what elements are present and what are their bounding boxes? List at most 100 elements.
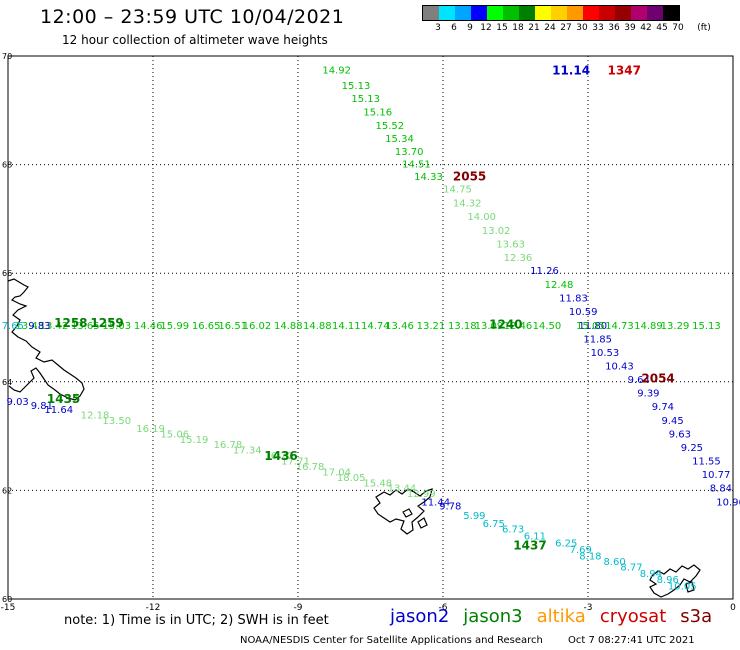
lat-tick-label: 66 bbox=[2, 269, 12, 278]
swh-value-label: 6.25 bbox=[555, 539, 577, 550]
legend-swatch bbox=[471, 6, 487, 20]
swh-value-label: 15.13 bbox=[351, 94, 380, 105]
swh-value-label: 17.34 bbox=[233, 446, 262, 457]
swh-value-label: 11.80 bbox=[579, 321, 608, 332]
swh-value-label: 14.11 bbox=[332, 321, 361, 332]
swh-value-label: 14.89 bbox=[634, 321, 663, 332]
swh-value-label: 15.03 bbox=[102, 321, 131, 332]
swh-value-label: 13.65 bbox=[71, 321, 100, 332]
swh-value-label: 11.83 bbox=[559, 294, 588, 305]
swh-value-label: 15.06 bbox=[160, 429, 189, 440]
swh-value-label: 15.19 bbox=[180, 435, 209, 446]
legend-swatch bbox=[663, 6, 679, 20]
lon-tick-label: -9 bbox=[294, 603, 303, 613]
swh-value-label: 11.55 bbox=[692, 457, 721, 468]
legend-unit: (ft) bbox=[697, 23, 711, 33]
swh-value-label: 11.64 bbox=[44, 405, 73, 416]
legend-swatches bbox=[422, 5, 680, 21]
legend-tick-label: 45 bbox=[656, 23, 668, 33]
swh-value-label: 13.46 bbox=[385, 321, 414, 332]
swh-value-label: 11.85 bbox=[583, 334, 612, 345]
map-subtitle: 12 hour collection of altimeter wave hei… bbox=[62, 33, 328, 47]
pass-time-label: 2054 bbox=[641, 371, 674, 385]
swh-value-label: 15.13 bbox=[342, 81, 371, 92]
lon-tick-label: -3 bbox=[584, 603, 593, 613]
legend-tick-label: 21 bbox=[528, 23, 540, 33]
pass-time-labels: 1347 11.14 2055 1240 2054 1258 1259 1435 1436 143… bbox=[47, 64, 675, 553]
lat-tick-label: 68 bbox=[2, 161, 12, 170]
swh-value-label: 6.11 bbox=[524, 531, 546, 542]
legend-swatch bbox=[503, 6, 519, 20]
swh-value-label: 8.18 bbox=[579, 552, 601, 563]
legend-swatch bbox=[551, 6, 567, 20]
swh-value-label: 16.78 bbox=[296, 462, 325, 473]
swh-value-label: 8.60 bbox=[603, 557, 625, 568]
swh-value-label: 6.73 bbox=[502, 524, 524, 535]
lat-tick-label: 60 bbox=[2, 595, 12, 604]
altimeter-tracks: 14.92 15.13 15.13 15.16 15.52 15.34 13.70 14.51… bbox=[2, 66, 740, 593]
footer-credit: NOAA/NESDIS Center for Satellite Applica… bbox=[240, 635, 717, 646]
legend-ticks: 3 6 9 12 15 18 21 24 27 30 33 36 39 42 45 70 (ft) bbox=[422, 21, 711, 35]
swh-value-label: 15.99 bbox=[160, 321, 189, 332]
swh-value-label: 10.59 bbox=[569, 307, 598, 318]
pass-time-label: 1436 bbox=[264, 449, 297, 463]
swh-value-label: 13.29 bbox=[661, 321, 690, 332]
map-title: 12:00 – 23:59 UTC 10/04/2021 bbox=[40, 6, 345, 28]
swh-value-label: 15.05 bbox=[576, 321, 605, 332]
shetland-islands bbox=[649, 564, 701, 598]
swh-value-label: 17.04 bbox=[322, 467, 351, 478]
credit-text: NOAA/NESDIS Center for Satellite Applica… bbox=[240, 635, 543, 646]
legend-tick-label: 24 bbox=[544, 23, 556, 33]
swh-value-label: 13.21 bbox=[417, 321, 446, 332]
swh-value-label: 6.75 bbox=[483, 519, 505, 530]
swh-value-label: 15.48 bbox=[363, 478, 392, 489]
legend-swatch bbox=[439, 6, 455, 20]
swh-value-label: 13.02 bbox=[482, 226, 511, 237]
color-legend: 3 6 9 12 15 18 21 24 27 30 33 36 39 42 45 70 (ft) bbox=[422, 5, 711, 35]
swh-value-label: 7.69 bbox=[570, 545, 592, 556]
mission-s3a: s3a bbox=[680, 606, 713, 627]
pass-time-label: 11.14 bbox=[552, 64, 590, 78]
swh-value-label: 10.05 bbox=[668, 581, 697, 592]
pass-time-label: 1435 bbox=[47, 392, 80, 406]
swh-value-label: 10.53 bbox=[591, 348, 620, 359]
mission-legend: jason2 jason3 altika cryosat s3a bbox=[390, 606, 726, 627]
swh-value-label: 16.02 bbox=[243, 321, 272, 332]
lon-tick-label: 0 bbox=[730, 603, 736, 613]
legend-tick-label: 36 bbox=[608, 23, 620, 33]
swh-value-label: 14.88 bbox=[303, 321, 332, 332]
legend-tick-label: 9 bbox=[467, 23, 473, 33]
swh-value-label: 17.71 bbox=[281, 457, 310, 468]
swh-value-label: 8.96 bbox=[657, 575, 679, 586]
swh-value-label: 9.45 bbox=[661, 416, 683, 427]
swh-value-label: 9.03 bbox=[7, 397, 29, 408]
iceland-coast bbox=[7, 278, 85, 401]
legend-tick-label: 12 bbox=[480, 23, 492, 33]
swh-value-label: 14.75 bbox=[443, 184, 472, 195]
swh-value-label: 9.63 bbox=[669, 429, 691, 440]
legend-swatch bbox=[423, 6, 439, 20]
mission-jason3: jason3 bbox=[463, 606, 523, 627]
swh-value-label: 18.05 bbox=[337, 473, 366, 484]
swh-value-label: 12.36 bbox=[504, 253, 533, 264]
coastlines bbox=[7, 278, 701, 598]
legend-tick-label: 6 bbox=[451, 23, 457, 33]
swh-value-label: 13.42 bbox=[40, 321, 69, 332]
legend-tick-label: 33 bbox=[592, 23, 604, 33]
swh-value-label: 8.94 bbox=[640, 569, 662, 580]
legend-tick-label: 18 bbox=[512, 23, 524, 33]
lat-tick-label: 64 bbox=[2, 378, 12, 387]
swh-value-label: 11.26 bbox=[530, 266, 559, 277]
legend-swatch bbox=[567, 6, 583, 20]
swh-value-label: 13.09 bbox=[475, 321, 504, 332]
lat-tick-label: 70 bbox=[2, 52, 12, 61]
swh-value-label: 14.33 bbox=[414, 172, 443, 183]
pass-time-label: 1259 bbox=[90, 316, 123, 330]
legend-tick-label: 15 bbox=[496, 23, 508, 33]
swh-value-label: 7.65 bbox=[2, 321, 24, 332]
swh-value-label: 16.19 bbox=[136, 424, 165, 435]
map-frame bbox=[7, 55, 734, 600]
swh-value-label: 8.84 bbox=[710, 484, 732, 495]
swh-value-label: 10.96 bbox=[716, 497, 740, 508]
